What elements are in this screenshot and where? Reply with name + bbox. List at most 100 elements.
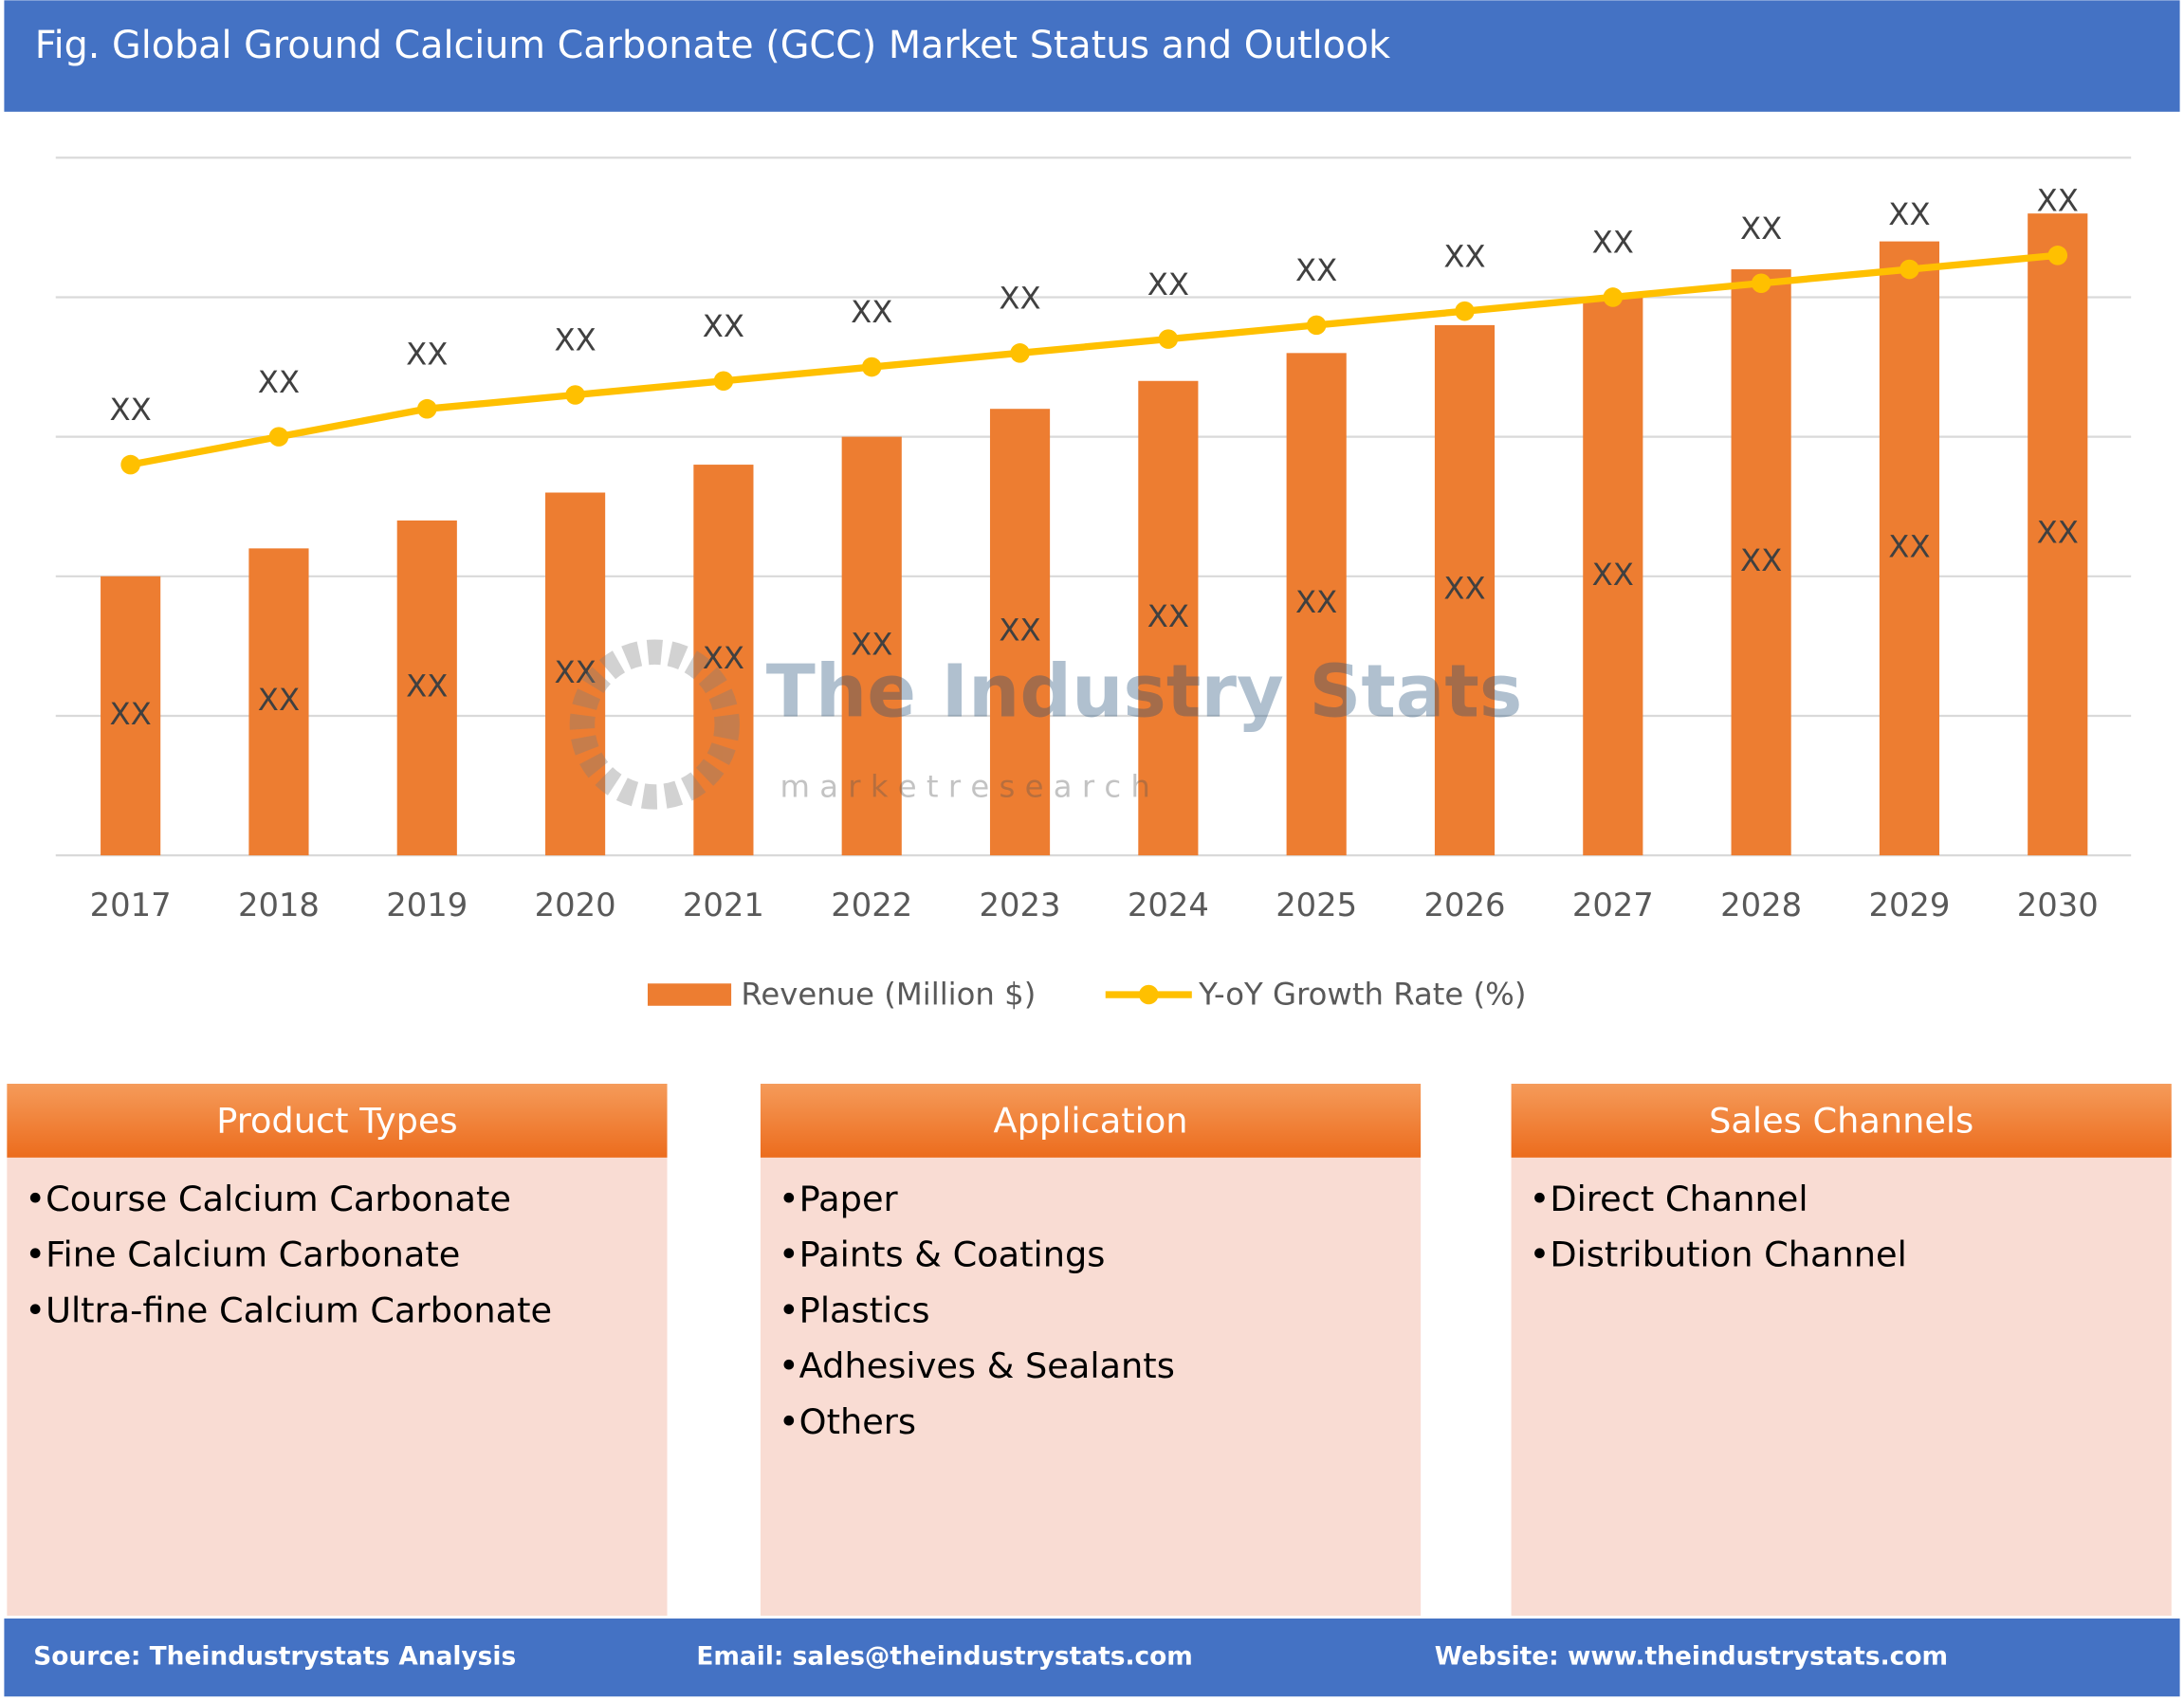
watermark: The Industry Stats m a r k e t r e s e a…: [569, 639, 1523, 810]
line-value-label: XX: [1147, 266, 1189, 302]
x-tick-label: 2023: [980, 887, 1061, 924]
panel-body: [1511, 1157, 2172, 1617]
line-value-label: XX: [2037, 183, 2079, 219]
panel-item: •Others: [779, 1401, 916, 1442]
bar: [396, 520, 457, 856]
bar: [1879, 241, 1940, 856]
line-point: [1455, 301, 1475, 321]
footer-email: Email: sales@theindustrystats.com: [696, 1642, 1192, 1672]
line-value-label: XX: [703, 308, 744, 344]
bar-value-label: XX: [1592, 557, 1634, 593]
x-tick-label: 2017: [90, 887, 172, 924]
line-point: [1010, 343, 1030, 363]
bar: [248, 548, 309, 856]
line-value-label: XX: [554, 322, 596, 358]
bar: [1138, 380, 1199, 856]
line-value-label: XX: [1295, 252, 1337, 288]
bar: [101, 576, 161, 856]
footer-website: Website: www.theindustrystats.com: [1435, 1642, 1948, 1672]
line-value-label: XX: [851, 294, 892, 330]
line-point: [1751, 273, 1771, 294]
legend-swatch: [647, 983, 732, 1006]
bar: [693, 465, 754, 856]
watermark-logo: [569, 639, 740, 810]
panel-item: •Distribution Channel: [1530, 1235, 1907, 1275]
panel-header: [7, 1084, 668, 1158]
line-value-label: XX: [1592, 225, 1634, 261]
panel-title: Sales Channels: [1709, 1101, 1973, 1142]
bar-value-label: XX: [1740, 542, 1782, 578]
line-point: [1603, 287, 1624, 307]
legend-marker: [1138, 984, 1159, 1005]
line-point: [713, 371, 734, 392]
x-tick-label: 2028: [1720, 887, 1802, 924]
panel-title: Application: [993, 1101, 1187, 1142]
panel-title: Product Types: [216, 1101, 457, 1142]
panel-body: [760, 1157, 1422, 1617]
bar-value-label: XX: [1147, 598, 1189, 634]
panel-header: [760, 1084, 1422, 1158]
watermark-name: The Industry Stats: [766, 650, 1523, 735]
growth-line: [129, 251, 2059, 468]
panel-item: •Paints & Coatings: [779, 1235, 1105, 1275]
line-value-label: XX: [406, 336, 448, 372]
bar-value-label: XX: [1443, 571, 1485, 607]
bar-value-label: XX: [851, 626, 892, 662]
line-point: [268, 427, 289, 447]
panel-item: •Paper: [779, 1179, 899, 1219]
x-tick-label: 2018: [238, 887, 320, 924]
panel-header: [1511, 1084, 2172, 1158]
x-tick-label: 2024: [1128, 887, 1209, 924]
bar-value-label: XX: [110, 696, 152, 732]
bar-value-label: XX: [406, 668, 448, 704]
x-tick-label: 2021: [683, 887, 764, 924]
line-value-label: XX: [999, 281, 1040, 317]
panel-item: •Course Calcium Carbonate: [25, 1179, 511, 1219]
panel-item: •Adhesives & Sealants: [779, 1345, 1175, 1386]
watermark-tagline: m a r k e t r e s e a r c h: [780, 769, 1150, 805]
bar: [545, 492, 606, 856]
bar-value-label: XX: [1295, 584, 1337, 620]
line-point: [565, 385, 585, 405]
x-tick-label: 2025: [1276, 887, 1357, 924]
x-tick-label: 2026: [1424, 887, 1506, 924]
bar-value-label: XX: [258, 682, 300, 718]
bar-value-label: XX: [1888, 528, 1930, 564]
bar-value-label: XX: [2037, 515, 2079, 551]
line-point: [416, 398, 437, 419]
header-band: [4, 0, 2180, 112]
panel-item: •Fine Calcium Carbonate: [25, 1235, 460, 1275]
panel-body: [7, 1157, 668, 1617]
line-point: [120, 454, 140, 475]
line-point: [1306, 315, 1327, 336]
x-tick-label: 2029: [1868, 887, 1950, 924]
x-tick-label: 2022: [831, 887, 912, 924]
line-point: [2047, 246, 2068, 265]
panel-item: •Ultra-fine Calcium Carbonate: [25, 1289, 552, 1330]
bar: [1286, 353, 1347, 856]
line-value-label: XX: [110, 392, 152, 428]
x-tick-label: 2019: [386, 887, 468, 924]
footer-source: Source: Theindustrystats Analysis: [33, 1642, 516, 1672]
page-title: Fig. Global Ground Calcium Carbonate (GC…: [35, 24, 1390, 67]
footer-band: [4, 1619, 2180, 1697]
line-value-label: XX: [1888, 196, 1930, 232]
bar: [989, 409, 1051, 856]
line-value-label: XX: [1740, 210, 1782, 247]
x-tick-label: 2020: [535, 887, 616, 924]
line-point: [861, 357, 882, 377]
bar: [1731, 269, 1791, 856]
line-point: [1158, 329, 1179, 349]
line-value-label: XX: [258, 364, 300, 400]
line-point: [1900, 259, 1919, 280]
bar: [1583, 297, 1643, 856]
line-value-label: XX: [1443, 238, 1485, 274]
bar-value-label: XX: [999, 613, 1040, 649]
x-tick-label: 2030: [2017, 887, 2099, 924]
panel-item: •Direct Channel: [1530, 1179, 1808, 1219]
legend-label: Revenue (Million $): [741, 976, 1036, 1012]
bar-value-label: XX: [554, 654, 596, 690]
bar-value-label: XX: [703, 640, 744, 676]
